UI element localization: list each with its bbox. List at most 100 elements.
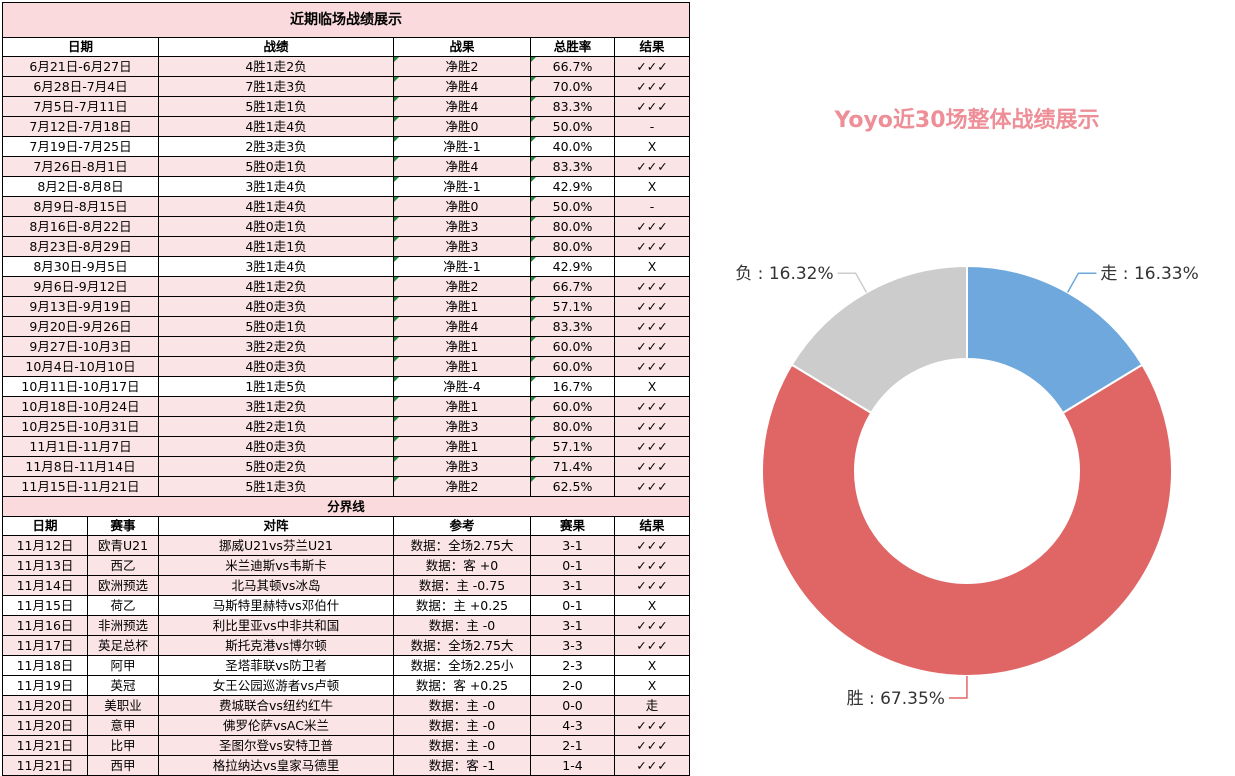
weekly-record: 3胜2走2负 bbox=[158, 336, 394, 357]
weekly-record: 3胜1走4负 bbox=[158, 256, 394, 277]
match-ref: 数据：主 -0 bbox=[393, 715, 531, 736]
weekly-record: 5胜1走1负 bbox=[158, 96, 394, 117]
weekly-date: 8月23日-8月29日 bbox=[2, 236, 159, 257]
match-row: 11月13日 西乙 米兰迪斯vs韦斯卡 数据：客 +0 0-1 ✓✓✓ bbox=[2, 555, 691, 576]
match-score: 3-1 bbox=[530, 575, 615, 596]
match-ref: 数据：主 -0 bbox=[393, 695, 531, 716]
weekly-record: 5胜0走2负 bbox=[158, 456, 394, 477]
match-ref: 数据：主 -0.75 bbox=[393, 575, 531, 596]
match-row: 11月21日 西甲 格拉纳达vs皇家马德里 数据：客 -1 1-4 ✓✓✓ bbox=[2, 755, 691, 776]
header-league: 赛事 bbox=[87, 516, 159, 536]
weekly-record: 5胜0走1负 bbox=[158, 156, 394, 177]
weekly-mark: ✓✓✓ bbox=[613, 76, 691, 97]
match-teams: 圣塔菲联vs防卫者 bbox=[158, 655, 394, 676]
weekly-record: 1胜1走5负 bbox=[158, 376, 394, 397]
weekly-record: 7胜1走3负 bbox=[158, 76, 394, 97]
match-ref: 数据：客 +0.25 bbox=[393, 675, 531, 696]
weekly-row: 8月30日-9月5日 3胜1走4负 净胜-1 42.9% X bbox=[2, 256, 691, 277]
weekly-mark: X bbox=[613, 136, 691, 157]
weekly-result: 净胜4 bbox=[393, 96, 531, 117]
weekly-mark: ✓✓✓ bbox=[613, 416, 691, 437]
weekly-record: 5胜0走1负 bbox=[158, 316, 394, 337]
match-ref: 数据：主 -0 bbox=[393, 615, 531, 636]
header-date: 日期 bbox=[2, 516, 88, 536]
match-score: 0-1 bbox=[530, 555, 615, 576]
weekly-rate: 50.0% bbox=[530, 196, 615, 217]
match-mark: X bbox=[613, 595, 691, 616]
weekly-record: 4胜1走2负 bbox=[158, 276, 394, 297]
weekly-date: 7月5日-7月11日 bbox=[2, 96, 159, 117]
table-title: 近期临场战绩展示 bbox=[1, 2, 691, 38]
match-row: 11月14日 欧洲预选 北马其顿vs冰岛 数据：主 -0.75 3-1 ✓✓✓ bbox=[2, 575, 691, 596]
weekly-record: 2胜3走3负 bbox=[158, 136, 394, 157]
weekly-row: 10月4日-10月10日 4胜0走3负 净胜1 60.0% ✓✓✓ bbox=[2, 356, 691, 377]
weekly-mark: ✓✓✓ bbox=[613, 296, 691, 317]
weekly-date: 6月21日-6月27日 bbox=[2, 56, 159, 77]
weekly-result: 净胜1 bbox=[393, 356, 531, 377]
weekly-result: 净胜1 bbox=[393, 396, 531, 417]
weekly-date: 10月4日-10月10日 bbox=[2, 356, 159, 377]
weekly-result: 净胜-1 bbox=[393, 176, 531, 197]
weekly-rate: 40.0% bbox=[530, 136, 615, 157]
header-mark: 结果 bbox=[613, 516, 691, 536]
match-ref: 数据：主 -0 bbox=[393, 735, 531, 756]
match-teams: 佛罗伦萨vsAC米兰 bbox=[158, 715, 394, 736]
weekly-date: 9月6日-9月12日 bbox=[2, 276, 159, 297]
weekly-result: 净胜3 bbox=[393, 416, 531, 437]
weekly-mark: ✓✓✓ bbox=[613, 216, 691, 237]
weekly-rate: 16.7% bbox=[530, 376, 615, 397]
weekly-mark: ✓✓✓ bbox=[613, 436, 691, 457]
weekly-date: 10月11日-10月17日 bbox=[2, 376, 159, 397]
weekly-result: 净胜1 bbox=[393, 336, 531, 357]
weekly-mark: X bbox=[613, 256, 691, 277]
weekly-mark: ✓✓✓ bbox=[613, 356, 691, 377]
match-teams: 女王公园巡游者vs卢顿 bbox=[158, 675, 394, 696]
weekly-rate: 80.0% bbox=[530, 216, 615, 237]
leader-line-0 bbox=[1066, 272, 1097, 293]
match-mark: ✓✓✓ bbox=[613, 615, 691, 636]
match-date: 11月13日 bbox=[2, 555, 88, 576]
match-league: 荷乙 bbox=[87, 595, 159, 616]
weekly-rate: 80.0% bbox=[530, 236, 615, 257]
weekly-record: 4胜0走1负 bbox=[158, 216, 394, 237]
match-teams: 格拉纳达vs皇家马德里 bbox=[158, 755, 394, 776]
weekly-result: 净胜-4 bbox=[393, 376, 531, 397]
match-ref: 数据：客 -1 bbox=[393, 755, 531, 776]
match-league: 阿甲 bbox=[87, 655, 159, 676]
weekly-rate: 66.7% bbox=[530, 56, 615, 77]
match-date: 11月21日 bbox=[2, 735, 88, 756]
match-mark: X bbox=[613, 655, 691, 676]
weekly-rate: 60.0% bbox=[530, 336, 615, 357]
match-teams: 挪威U21vs芬兰U21 bbox=[158, 535, 394, 556]
weekly-record: 4胜0走3负 bbox=[158, 356, 394, 377]
match-row: 11月16日 非洲预选 利比里亚vs中非共和国 数据：主 -0 3-1 ✓✓✓ bbox=[2, 615, 691, 636]
weekly-row: 9月27日-10月3日 3胜2走2负 净胜1 60.0% ✓✓✓ bbox=[2, 336, 691, 357]
weekly-mark: ✓✓✓ bbox=[613, 336, 691, 357]
match-mark: ✓✓✓ bbox=[613, 575, 691, 596]
weekly-rate: 62.5% bbox=[530, 476, 615, 497]
weekly-row: 10月11日-10月17日 1胜1走5负 净胜-4 16.7% X bbox=[2, 376, 691, 397]
weekly-date: 8月2日-8月8日 bbox=[2, 176, 159, 197]
header-ref: 参考 bbox=[393, 516, 531, 536]
slice-label-2: 负 : 16.32% bbox=[735, 264, 833, 284]
weekly-row: 9月13日-9月19日 4胜0走3负 净胜1 57.1% ✓✓✓ bbox=[2, 296, 691, 317]
match-score: 2-3 bbox=[530, 655, 615, 676]
weekly-row: 9月6日-9月12日 4胜1走2负 净胜2 66.7% ✓✓✓ bbox=[2, 276, 691, 297]
match-mark: ✓✓✓ bbox=[613, 755, 691, 776]
match-ref: 数据：全场2.25小 bbox=[393, 655, 531, 676]
match-date: 11月17日 bbox=[2, 635, 88, 656]
match-date: 11月21日 bbox=[2, 755, 88, 776]
header-result: 战果 bbox=[393, 37, 531, 57]
weekly-result: 净胜3 bbox=[393, 216, 531, 237]
weekly-rate: 83.3% bbox=[530, 316, 615, 337]
match-mark: ✓✓✓ bbox=[613, 715, 691, 736]
weekly-result: 净胜4 bbox=[393, 156, 531, 177]
weekly-date: 7月12日-7月18日 bbox=[2, 116, 159, 137]
weekly-mark: - bbox=[613, 116, 691, 137]
match-date: 11月12日 bbox=[2, 535, 88, 556]
match-teams: 斯托克港vs博尔顿 bbox=[158, 635, 394, 656]
match-teams: 圣图尔登vs安特卫普 bbox=[158, 735, 394, 756]
match-mark: ✓✓✓ bbox=[613, 735, 691, 756]
weekly-record: 4胜0走3负 bbox=[158, 296, 394, 317]
match-score: 2-1 bbox=[530, 735, 615, 756]
